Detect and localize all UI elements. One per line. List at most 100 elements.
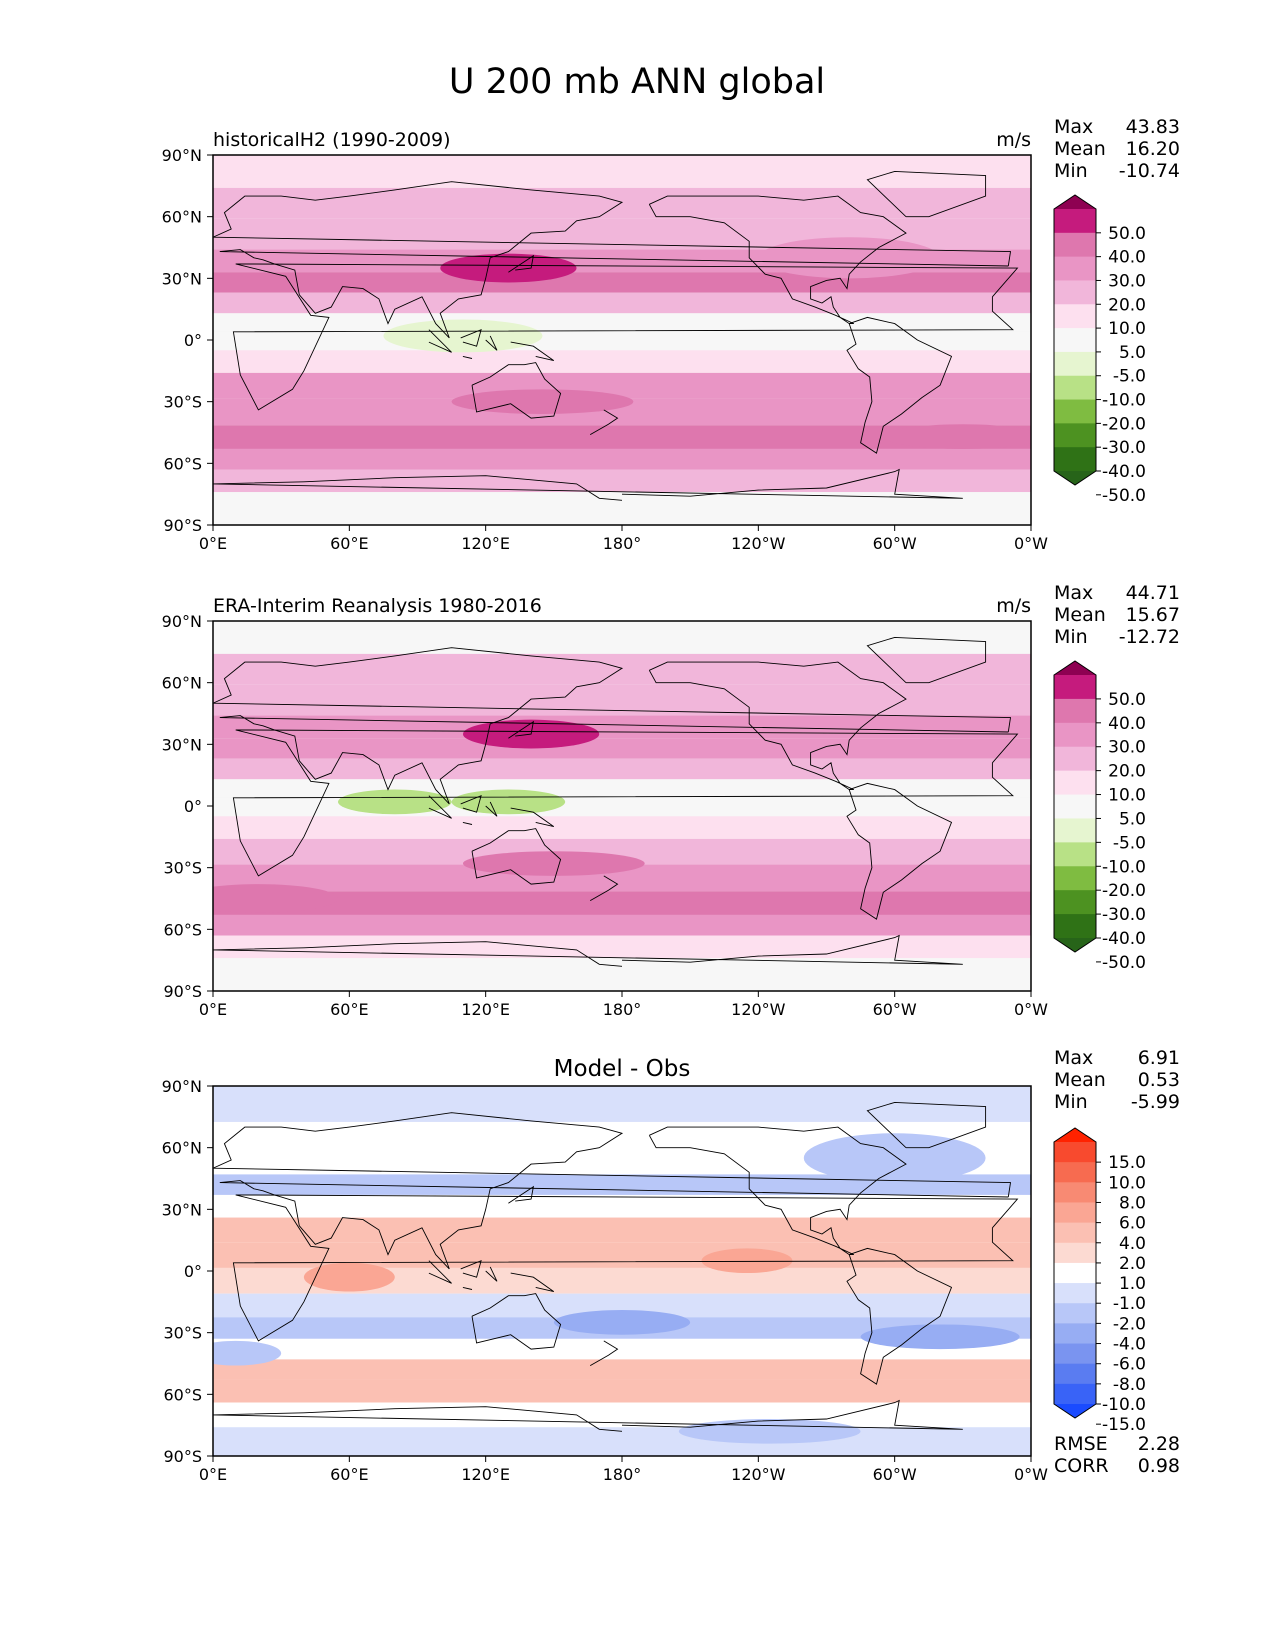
colorbar-extend-min xyxy=(1054,471,1096,485)
zonal-band xyxy=(213,779,1031,798)
coastline xyxy=(866,636,987,684)
colorbar-label: 5.0 xyxy=(1119,809,1146,829)
zonal-band xyxy=(213,1427,1031,1456)
stat-value: 15.67 xyxy=(1126,604,1180,626)
colorbar-label: 30.0 xyxy=(1108,738,1146,758)
metric-label: RMSE xyxy=(1054,1433,1108,1455)
field-anomaly xyxy=(678,1419,861,1444)
y-tick-label: 90°N xyxy=(162,1077,202,1096)
coastline xyxy=(846,1247,953,1385)
field-anomaly xyxy=(803,1133,986,1183)
stat-value: 6.91 xyxy=(1138,1047,1180,1069)
coastline xyxy=(213,647,1012,805)
coastline xyxy=(589,409,619,435)
colorbar-segment xyxy=(1054,842,1096,867)
panel-title: Model - Obs xyxy=(554,1056,691,1082)
coastlines xyxy=(213,636,1019,967)
field-anomaly xyxy=(701,1248,793,1274)
y-tick-label: 30°S xyxy=(163,859,202,878)
colorbar-segment xyxy=(1054,675,1096,700)
zonal-band xyxy=(213,331,1031,351)
colorbar-label: -20.0 xyxy=(1102,414,1146,434)
y-tick-label: 30°N xyxy=(162,735,202,754)
colorbar-label: 40.0 xyxy=(1108,714,1146,734)
coastline xyxy=(866,170,987,218)
colorbar-label: 4.0 xyxy=(1119,1234,1146,1254)
colorbar-segment xyxy=(1054,722,1096,748)
y-tick-label: 60°N xyxy=(162,208,202,227)
coastline xyxy=(213,181,1012,339)
coastline xyxy=(460,1259,482,1278)
zonal-band xyxy=(213,653,1031,685)
coastline xyxy=(428,795,452,819)
zonal-band xyxy=(213,292,1031,314)
coastline xyxy=(232,729,1019,877)
zonal-band xyxy=(213,155,1031,188)
stat-value: 43.83 xyxy=(1126,116,1180,138)
colorbar-segment xyxy=(1054,890,1096,915)
x-tick-label: 120°W xyxy=(731,534,786,553)
coastline xyxy=(846,782,953,920)
coastline xyxy=(460,794,482,813)
colorbar-segment xyxy=(1054,914,1096,939)
x-tick-label: 60°W xyxy=(873,1465,917,1484)
colorbar-label: 10.0 xyxy=(1108,1173,1146,1193)
colorbar-extend-min xyxy=(1054,938,1096,952)
zonal-band xyxy=(213,758,1031,780)
coastline xyxy=(213,934,963,967)
field-anomaly xyxy=(451,789,566,815)
field-anomaly xyxy=(860,1324,1020,1350)
coastline xyxy=(462,1286,473,1290)
colorbar-extend-min xyxy=(1054,1404,1096,1418)
x-tick-label: 0°W xyxy=(1014,1000,1048,1019)
colorbar-segment xyxy=(1054,280,1096,305)
zonal-band xyxy=(213,469,1031,493)
coastline xyxy=(471,1293,562,1350)
colorbar-label: -4.0 xyxy=(1113,1335,1146,1355)
stat-label: Min xyxy=(1054,160,1088,182)
coastline xyxy=(846,316,953,454)
stat-label: Max xyxy=(1054,1047,1093,1069)
colorbar-segment xyxy=(1054,1182,1096,1203)
zonal-band xyxy=(213,313,1031,332)
zonal-band xyxy=(213,1086,1031,1122)
x-tick-label: 180° xyxy=(603,1465,642,1484)
colorbar-segment xyxy=(1054,209,1096,234)
y-tick-label: 0° xyxy=(184,1262,202,1281)
field-anomaly xyxy=(553,1310,691,1335)
y-tick-label: 90°N xyxy=(162,612,202,631)
colorbar-label: -30.0 xyxy=(1102,438,1146,458)
field-test xyxy=(213,155,1031,525)
colorbar-label: -10.0 xyxy=(1102,1395,1146,1415)
x-tick-label: 0°E xyxy=(199,1000,227,1019)
zonal-band xyxy=(213,1194,1031,1218)
field-diff xyxy=(213,1086,1031,1456)
colorbar-label: 2.0 xyxy=(1119,1254,1146,1274)
panel-units: m/s xyxy=(996,129,1031,151)
colorbar-segment xyxy=(1054,1283,1096,1304)
zonal-band xyxy=(213,372,1031,399)
stat-value: -5.99 xyxy=(1131,1091,1180,1113)
colorbar-extend-max xyxy=(1054,1128,1096,1142)
zonal-band xyxy=(213,492,1031,525)
colorbar-label: -5.0 xyxy=(1113,833,1146,853)
y-tick-label: 30°N xyxy=(162,1200,202,1219)
stat-label: Min xyxy=(1054,1091,1088,1113)
y-tick-label: 90°N xyxy=(162,146,202,165)
field-anomaly xyxy=(451,389,634,414)
colorbar-label: -2.0 xyxy=(1113,1314,1146,1334)
coastline xyxy=(485,801,498,817)
colorbar-label: 50.0 xyxy=(1108,690,1146,710)
zonal-band xyxy=(213,891,1031,915)
coastline xyxy=(589,875,619,901)
zonal-band xyxy=(213,1359,1031,1380)
panel-title: ERA-Interim Reanalysis 1980-2016 xyxy=(213,595,542,617)
colorbar-label: 6.0 xyxy=(1119,1214,1146,1234)
zonal-band xyxy=(213,1379,1031,1403)
colorbar-label: 20.0 xyxy=(1108,762,1146,782)
field-anomaly xyxy=(883,424,1031,449)
colorbar-segment xyxy=(1054,866,1096,891)
zonal-band xyxy=(213,935,1031,959)
coastline xyxy=(462,355,473,359)
colorbar-segment xyxy=(1054,746,1096,772)
